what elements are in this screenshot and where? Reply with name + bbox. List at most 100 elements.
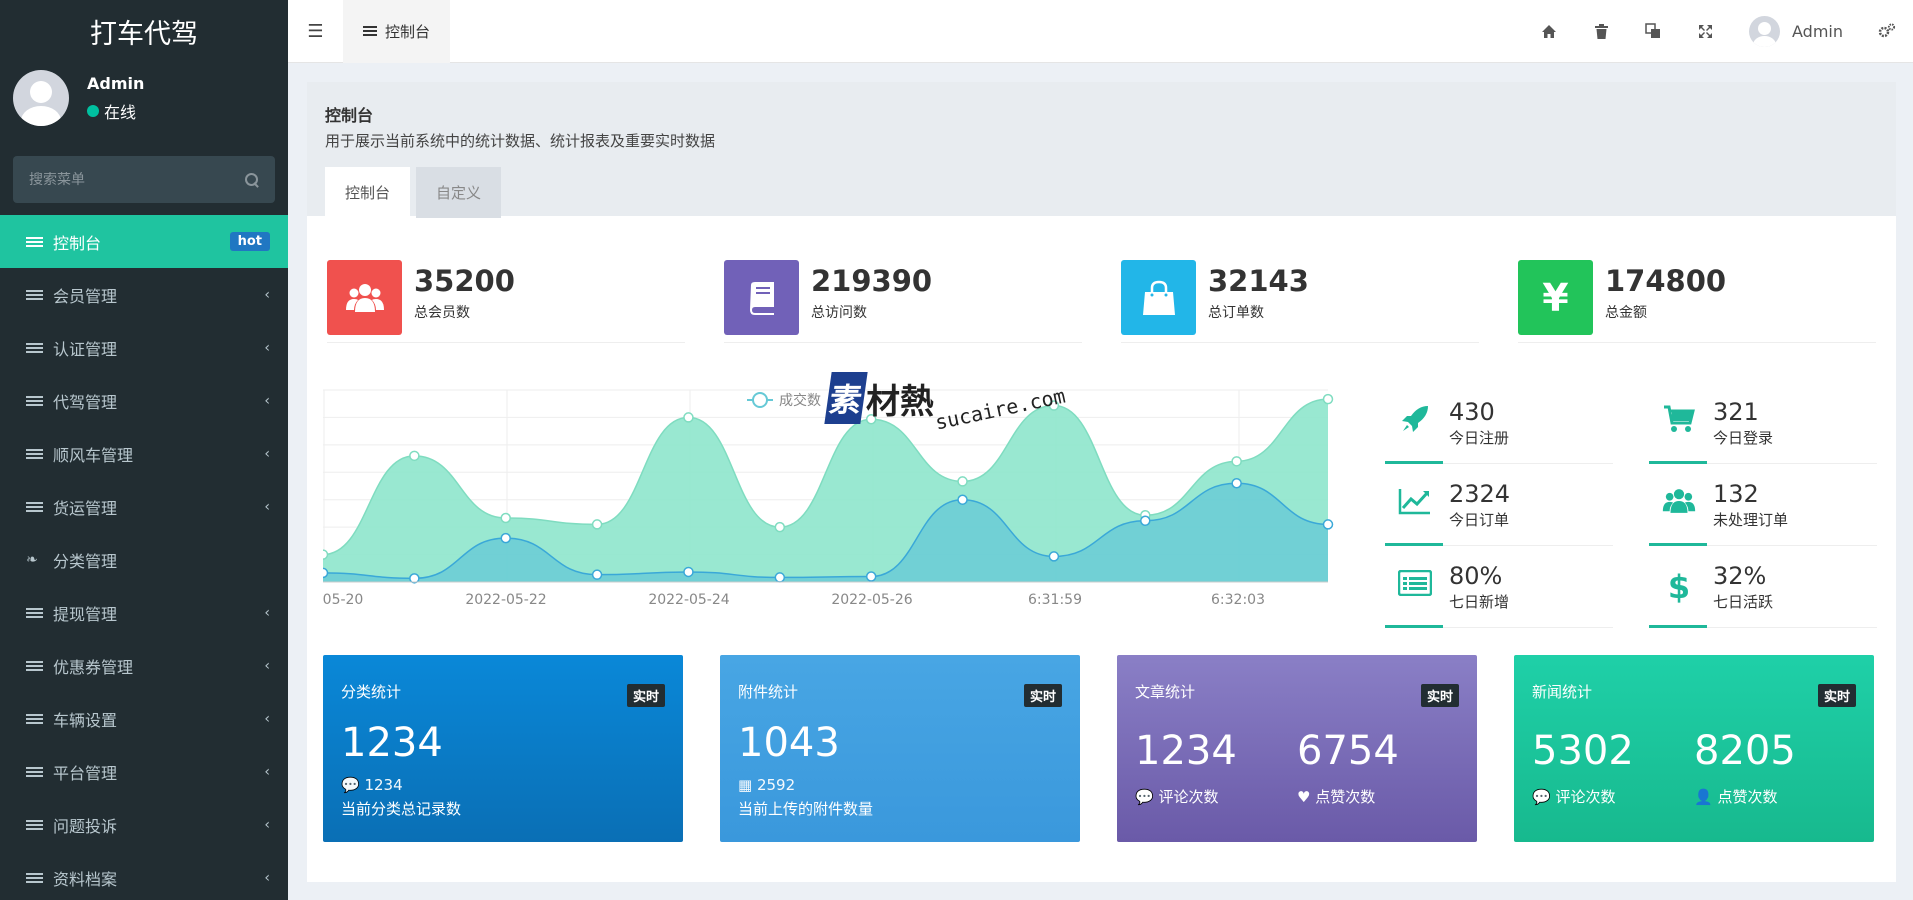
tab-dashboard-content[interactable]: 控制台 bbox=[325, 167, 411, 218]
list-icon bbox=[26, 448, 43, 459]
like-count: 8205 bbox=[1694, 728, 1796, 774]
data-point bbox=[774, 521, 786, 533]
list-icon bbox=[26, 289, 43, 300]
x-tick-label: 6:31:59 bbox=[1028, 592, 1082, 608]
sidebar-item-8[interactable]: 优惠券管理 ‹ bbox=[0, 639, 288, 692]
sidebar-item-6[interactable]: ❧ 分类管理 bbox=[0, 533, 288, 586]
chevron-left-icon: ‹ bbox=[264, 816, 270, 833]
mini-stat-label: 今日登录 bbox=[1713, 428, 1774, 447]
stat-label: 总金额 bbox=[1605, 305, 1647, 321]
card-sub-label: 当前分类总记录数 bbox=[341, 800, 462, 818]
sidebar-item-label: 车辆设置 bbox=[53, 710, 118, 730]
sidebar-item-label: 分类管理 bbox=[53, 551, 118, 571]
sidebar-item-9[interactable]: 车辆设置 ‹ bbox=[0, 692, 288, 745]
sidebar-item-label: 代驾管理 bbox=[53, 392, 118, 412]
cart-icon bbox=[1657, 405, 1701, 440]
panel-header: 控制台 用于展示当前系统中的统计数据、统计报表及重要实时数据 控制台 自定义 bbox=[307, 82, 1896, 218]
sidebar-item-7[interactable]: 提现管理 ‹ bbox=[0, 586, 288, 639]
sidebar-item-label: 提现管理 bbox=[53, 604, 118, 624]
trash-icon[interactable] bbox=[1575, 0, 1627, 63]
sidebar-item-10[interactable]: 平台管理 ‹ bbox=[0, 745, 288, 798]
sidebar-item-0[interactable]: 控制台 hot bbox=[0, 215, 288, 268]
sidebar-item-12[interactable]: 资料档案 ‹ bbox=[0, 851, 288, 900]
data-point bbox=[774, 572, 786, 583]
card-sub-label: 当前上传的附件数量 bbox=[738, 800, 874, 818]
sidebar-item-3[interactable]: 代驾管理 ‹ bbox=[0, 374, 288, 427]
stat-label: 总订单数 bbox=[1208, 305, 1264, 321]
mini-stat-value: 32% bbox=[1713, 561, 1767, 590]
data-point bbox=[591, 569, 603, 580]
user-status: 在线 bbox=[87, 99, 144, 123]
home-icon[interactable] bbox=[1523, 0, 1575, 63]
chevron-left-icon: ‹ bbox=[264, 763, 270, 780]
settings-gears-icon[interactable] bbox=[1861, 0, 1913, 63]
users-icon bbox=[1657, 487, 1701, 522]
data-point bbox=[591, 519, 603, 530]
list-icon bbox=[26, 819, 43, 830]
shopping-bag-icon bbox=[1121, 260, 1196, 335]
list-icon bbox=[26, 395, 43, 406]
chevron-left-icon: ‹ bbox=[264, 498, 270, 515]
mini-stat-2: 2324 今日订单 bbox=[1385, 464, 1613, 546]
data-point bbox=[500, 532, 511, 544]
stat-card-3: 新闻统计 实时 5302 💬 评论次数 8205 👤 点赞次数 bbox=[1514, 655, 1874, 842]
stat-3: ¥ 174800 总金额 bbox=[1518, 260, 1876, 343]
tab-dashboard[interactable]: 控制台 bbox=[343, 0, 451, 63]
chevron-left-icon: ‹ bbox=[264, 339, 270, 356]
data-point bbox=[1048, 400, 1060, 411]
page-title: 控制台 bbox=[325, 106, 374, 125]
translate-icon[interactable] bbox=[1627, 0, 1679, 63]
list-icon bbox=[26, 713, 43, 724]
line-chart-icon bbox=[1393, 487, 1437, 522]
app-logo[interactable]: 打车代驾 bbox=[0, 0, 288, 62]
list-icon bbox=[26, 342, 43, 353]
sidebar-item-2[interactable]: 认证管理 ‹ bbox=[0, 321, 288, 374]
menu-toggle-icon[interactable]: ☰ bbox=[307, 20, 324, 42]
stat-value: 32143 bbox=[1208, 264, 1309, 298]
card-title: 分类统计 bbox=[341, 683, 402, 701]
sidebar-item-label: 资料档案 bbox=[53, 869, 118, 889]
fullscreen-icon[interactable] bbox=[1679, 0, 1731, 63]
watermark-logo: 素 bbox=[824, 372, 868, 424]
comment-label: 评论次数 bbox=[1158, 788, 1219, 806]
sidebar-item-11[interactable]: 问题投诉 ‹ bbox=[0, 798, 288, 851]
list-icon bbox=[26, 872, 43, 883]
sidebar-item-1[interactable]: 会员管理 ‹ bbox=[0, 268, 288, 321]
card-sub-count: 💬 1234 bbox=[341, 776, 403, 794]
x-tick-label: 2022-05-22 bbox=[465, 592, 546, 608]
mini-stat-label: 七日活跃 bbox=[1713, 592, 1774, 611]
search-icon[interactable] bbox=[245, 172, 259, 187]
dollar-icon: $ bbox=[1667, 567, 1691, 606]
data-point bbox=[957, 494, 968, 505]
data-point bbox=[1231, 456, 1242, 467]
data-point bbox=[1140, 515, 1151, 526]
data-point bbox=[865, 414, 877, 425]
data-point bbox=[317, 567, 329, 579]
card-value: 1043 bbox=[738, 720, 840, 766]
tab-custom[interactable]: 自定义 bbox=[416, 167, 502, 218]
data-point bbox=[865, 571, 877, 582]
mini-stat-1: 321 今日登录 bbox=[1649, 382, 1877, 464]
chevron-left-icon: ‹ bbox=[264, 392, 270, 409]
sidebar-item-5[interactable]: 货运管理 ‹ bbox=[0, 480, 288, 533]
stat-cards: 分类统计 实时 1234 💬 1234 当前分类总记录数 附件统计 实时 1043 ▦… bbox=[323, 655, 1883, 842]
sidebar-item-4[interactable]: 顺风车管理 ‹ bbox=[0, 427, 288, 480]
mini-stat-label: 今日订单 bbox=[1449, 510, 1510, 529]
sidebar-item-label: 平台管理 bbox=[53, 763, 118, 783]
mini-stat-value: 2324 bbox=[1449, 479, 1511, 508]
list-icon bbox=[26, 607, 43, 618]
comment-count: 5302 bbox=[1532, 728, 1634, 774]
trade-chart: 05-20 2022-05-22 2022-05-24 2022-05-26 6:31:… bbox=[317, 382, 1338, 622]
data-point bbox=[683, 412, 694, 423]
chart-legend: 成交数 bbox=[747, 392, 821, 409]
avatar[interactable] bbox=[13, 70, 69, 126]
legend-label: 成交数 bbox=[779, 392, 821, 409]
chevron-left-icon: ‹ bbox=[264, 604, 270, 621]
stat-2: 32143 总订单数 bbox=[1121, 260, 1479, 343]
header-user-menu[interactable]: Admin bbox=[1731, 15, 1861, 47]
summary-stats: 35200 总会员数 219390 总访问数 32143 总订单数 ¥ 17480… bbox=[327, 260, 1887, 343]
like-label: 点赞次数 bbox=[1717, 788, 1778, 806]
menu-search-input[interactable] bbox=[29, 171, 229, 188]
stat-value: 174800 bbox=[1605, 264, 1727, 298]
mini-stat-value: 132 bbox=[1713, 479, 1759, 508]
